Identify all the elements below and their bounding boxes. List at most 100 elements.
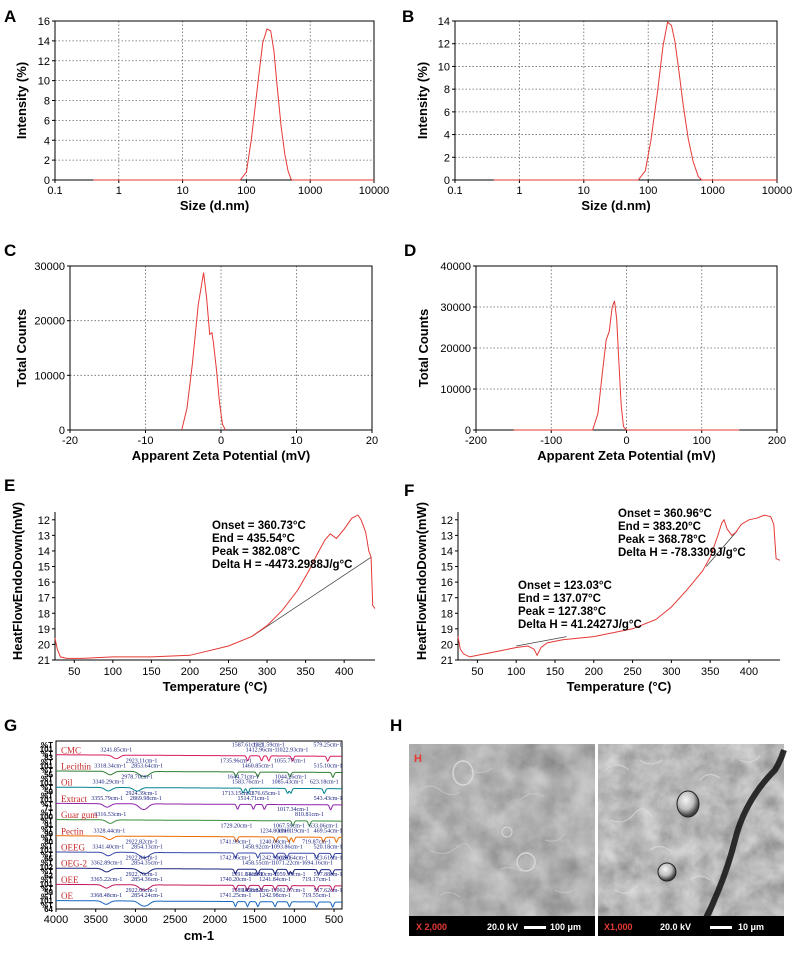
ftir-peak-label: 2922.66cm-1 — [126, 888, 158, 894]
y-tick-label: 64 — [44, 905, 53, 914]
y-tick-label: 40000 — [440, 261, 471, 273]
ftir-peak-label: 1412.96cm-1 — [246, 747, 278, 753]
data-series-line — [513, 300, 740, 431]
y-tick-label: 13 — [38, 530, 50, 542]
ftir-peak-label: 719.87cm-1 — [302, 839, 331, 845]
y-tick-label: %T — [41, 775, 53, 784]
y-tick-label: %T — [41, 867, 53, 876]
ftir-peak-label: 719.55cm-1 — [302, 893, 331, 899]
ftir-peak-label: 1055.77cm-1 — [274, 758, 306, 764]
sem-right-scale-bar — [710, 926, 732, 929]
ftir-spectrum-line — [56, 851, 342, 860]
ftir-peak-label: 1022.93cm-1 — [277, 747, 309, 753]
y-tick-label: %T — [41, 901, 53, 910]
y-tick-label: 0 — [59, 425, 65, 437]
x-tick-label: 350 — [296, 666, 314, 678]
y-tick-label: 2 — [444, 152, 450, 164]
ftir-series-name: Oil — [61, 778, 73, 788]
x-tick-label: 10000 — [359, 185, 390, 197]
x-tick-label: 2500 — [163, 914, 187, 926]
annotation-line: Delta H = 41.2427J/g°C — [518, 619, 642, 631]
ftir-peak-label: 520.18cm-1 — [314, 844, 343, 850]
ftir-spectrum-line — [56, 835, 342, 844]
y-tick-label: 100 — [40, 812, 54, 821]
annotation-line: Onset = 360.96°C — [618, 508, 712, 520]
y-tick-label: 4 — [444, 130, 450, 142]
chart-f-dsc: 50 100 150 200 250 300 350 400 12 13 14 15 16 17 18 19 2… — [414, 502, 781, 694]
y-tick-label: 10000 — [440, 384, 471, 396]
y-axis-title: Total Counts — [14, 309, 29, 387]
x-tick-label: 200 — [181, 666, 199, 678]
x-tick-label: 100 — [507, 666, 525, 678]
x-tick-label: -10 — [138, 435, 154, 447]
ftir-peak-label: 2853.64cm-1 — [131, 763, 163, 769]
x-tick-label: 400 — [335, 666, 353, 678]
data-series-line — [54, 514, 376, 659]
ftir-peak-label: 3318.34cm-1 — [94, 763, 126, 769]
ftir-spectrum-line — [56, 786, 342, 795]
annotation-line: End = 383.20°C — [618, 521, 701, 533]
x-tick-label: 1500 — [242, 914, 266, 926]
x-tick-label: 150 — [142, 666, 160, 678]
ftir-peak-label: 2922.76cm-1 — [126, 872, 158, 878]
y-axis-title: Intensity (%) — [14, 62, 29, 139]
y-tick-label: %T — [41, 842, 53, 851]
chart-a-size-distribution: 0.1 1 10 100 1000 10000 0 2 4 6 8 10 12 14 16 Size (d.n… — [14, 16, 389, 213]
y-tick-label: %T — [41, 817, 53, 826]
y-tick-label: 20000 — [440, 343, 471, 355]
ftir-peak-label: 2854.35cm-1 — [131, 861, 163, 867]
y-tick-label: 20000 — [34, 316, 65, 328]
data-series-line — [493, 21, 777, 181]
sem-panel-tag: H — [414, 753, 422, 765]
y-tick-label: 16 — [441, 577, 453, 589]
x-tick-label: 300 — [662, 666, 680, 678]
x-axis-title: Size (d.nm) — [180, 198, 249, 213]
chart-g-ftir: 4000 3500 3000 2500 2000 1500 1000 500cm-1%T101… — [40, 740, 343, 943]
y-tick-label: 65 — [44, 855, 53, 864]
ftir-series-name: OEEG — [61, 842, 85, 852]
ftir-peak-label: 2978.70cm-1 — [121, 775, 153, 781]
ftir-peak-label: 1729.20cm-1 — [220, 823, 252, 829]
ftir-peak-label: 1644.71cm-1 — [227, 775, 259, 781]
y-tick-label: %T — [41, 825, 53, 834]
x-tick-label: 100 — [693, 435, 711, 447]
y-tick-label: %T — [41, 800, 53, 809]
chart-b-size-distribution: 0.1 1 10 100 1000 10000 0 2 4 6 8 10 12 14 Size (d.nm)… — [415, 16, 792, 213]
y-tick-label: 101 — [40, 745, 54, 754]
ftir-peak-label: 1026.64cm-1 — [276, 856, 308, 862]
ftir-peak-label: 1017.34cm-1 — [277, 807, 309, 813]
ftir-peak-label: 1071.22cm-1 — [273, 861, 305, 867]
y-tick-label: 91 — [44, 821, 53, 830]
y-tick-label: 19 — [441, 624, 453, 636]
y-tick-label: 12 — [441, 515, 453, 527]
integration-baseline — [516, 636, 567, 647]
ftir-peak-label: 2869.98cm-1 — [130, 796, 162, 802]
y-tick-label: %T — [41, 808, 53, 817]
y-tick-label: 101 — [40, 897, 54, 906]
ftir-peak-label: 1735.96cm-1 — [220, 758, 252, 764]
ftir-peak-label: 1587.61cm-1 — [232, 742, 264, 748]
ftir-series-name: Pectin — [61, 826, 84, 836]
y-tick-label: 0 — [444, 175, 450, 187]
y-tick-label: 55 — [44, 770, 53, 779]
ftir-peak-label: 694.16cm-1 — [304, 861, 333, 867]
y-tick-label: %T — [41, 859, 53, 868]
y-tick-label: 12 — [38, 515, 50, 527]
x-tick-label: 400 — [740, 666, 758, 678]
sem-left-magnification: X 2,000 — [416, 922, 447, 932]
ftir-spectrum-line — [56, 883, 342, 892]
annotation-line: Onset = 360.73°C — [212, 520, 306, 532]
ftir-series-name: Lecithin — [61, 761, 91, 771]
y-tick-label: 101 — [40, 779, 54, 788]
ftir-spectrum-line — [56, 819, 342, 827]
ftir-peak-label: 1059.95cm-1 — [274, 872, 306, 878]
data-series-line — [181, 272, 226, 431]
y-tick-label: 30000 — [440, 302, 471, 314]
ftir-peak-label: 2854.36cm-1 — [131, 877, 163, 883]
y-tick-label: 10 — [438, 61, 450, 73]
x-tick-label: 200 — [585, 666, 603, 678]
ftir-peak-label: 3241.85cm-1 — [100, 747, 132, 753]
ftir-peak-label: 2922.82cm-1 — [126, 839, 158, 845]
sem-right-voltage: 20.0 kV — [660, 922, 691, 932]
sem-panel: H X 2,000 20.0 kV 100 μm — [409, 744, 787, 936]
